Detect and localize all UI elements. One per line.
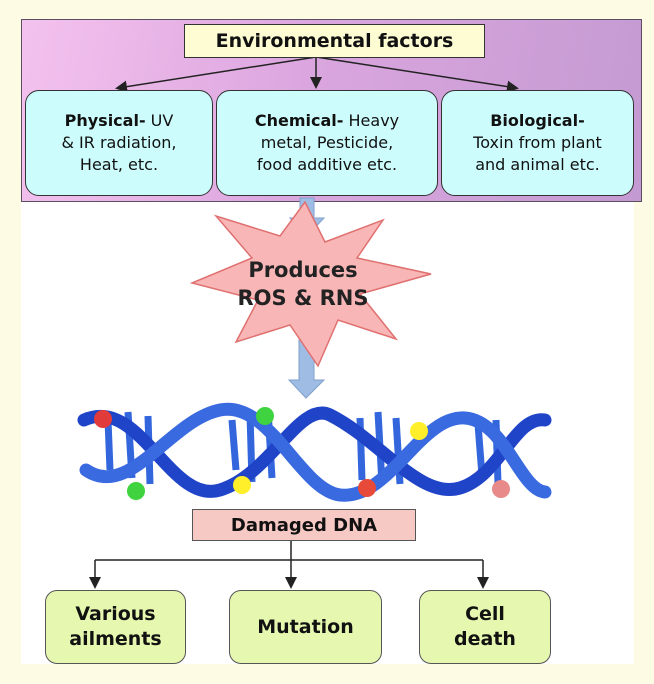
connector-to-biological: [315, 56, 519, 93]
factor-physical-head: Physical-: [64, 111, 146, 130]
factor-physical: Physical- UV & IR radiation, Heat, etc.: [25, 90, 213, 196]
factor-physical-l3: Heat, etc.: [79, 155, 159, 174]
outcome-cell-death: Cell death: [419, 590, 551, 664]
dna-lesion-red-1: [94, 410, 112, 428]
factor-chemical-head: Chemical-: [254, 111, 344, 130]
environmental-factors-title: Environmental factors: [184, 24, 485, 58]
factor-biological-head: Biological-: [490, 111, 585, 130]
outcome-cell-death-l1: Cell: [465, 603, 505, 625]
outcome-mutation-l1: Mutation: [257, 615, 354, 638]
star-label-line1: Produces: [248, 258, 358, 282]
factor-physical-l2: & IR radiation,: [61, 133, 177, 152]
connector-to-physical: [115, 56, 317, 93]
outcome-various-ailments: Various ailments: [45, 590, 186, 664]
dna-helix: [77, 402, 552, 502]
outcome-cell-death-l2: death: [454, 628, 516, 650]
star-label: Produces ROS & RNS: [218, 256, 388, 312]
dna-lesion-yellow-1: [233, 476, 251, 494]
factor-physical-l1: UV: [145, 111, 174, 130]
dna-lesion-green-2: [256, 407, 274, 425]
dna-lesion-red-2: [358, 479, 376, 497]
factor-chemical-l3: food additive etc.: [256, 155, 398, 174]
outcome-mutation: Mutation: [229, 590, 382, 664]
outcome-ailments-l1: Various: [75, 603, 156, 625]
star-label-line2: ROS & RNS: [237, 286, 369, 310]
ros-rns-star: [189, 200, 432, 368]
factor-biological: Biological- Toxin from plant and animal …: [441, 90, 634, 196]
factor-chemical-l2: metal, Pesticide,: [260, 133, 394, 152]
damaged-dna-box: Damaged DNA: [192, 509, 416, 541]
factor-chemical: Chemical- Heavy metal, Pesticide, food a…: [216, 90, 438, 196]
dna-lesion-pink-1: [492, 480, 510, 498]
factor-biological-l3: and animal etc.: [475, 155, 600, 174]
dna-lesion-green-1: [127, 482, 145, 500]
outcome-ailments-l2: ailments: [69, 628, 162, 650]
factor-chemical-l1: Heavy: [343, 111, 400, 130]
factor-biological-l2: Toxin from plant: [473, 133, 602, 152]
dna-lesion-yellow-2: [410, 422, 428, 440]
